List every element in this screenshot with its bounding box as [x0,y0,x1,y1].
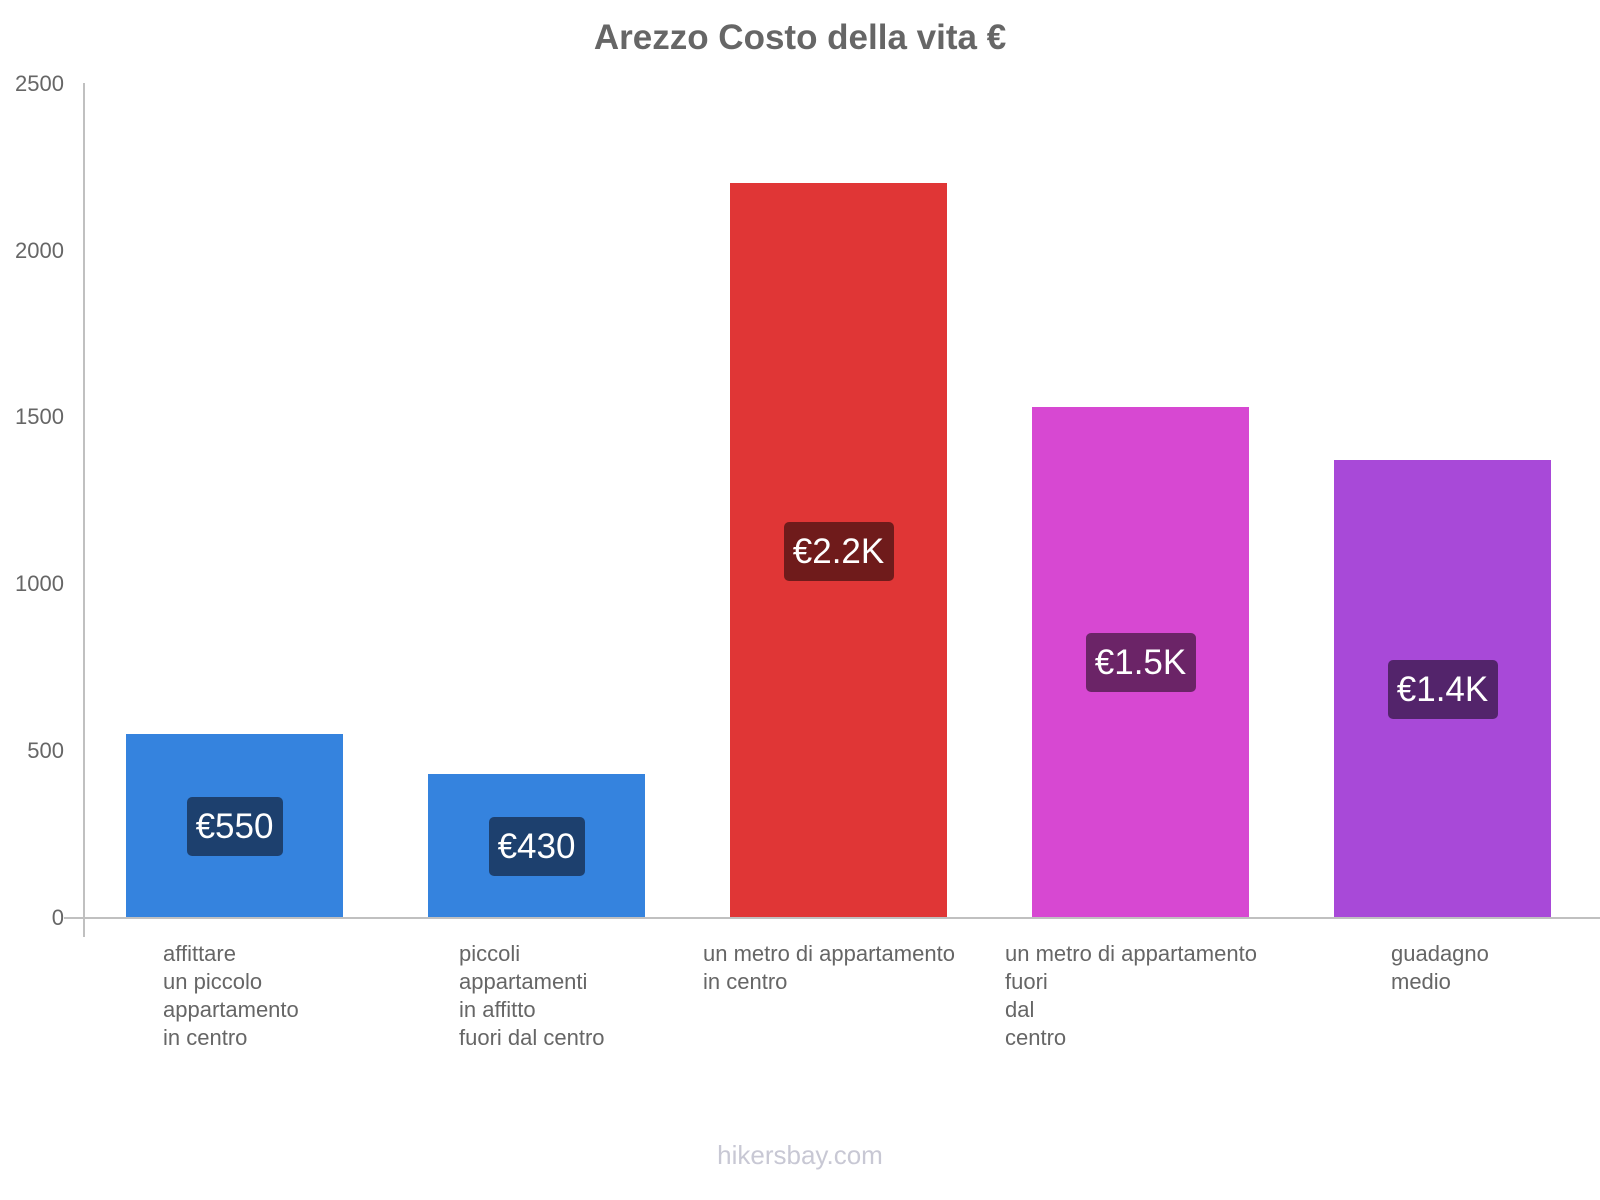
value-label-1: €550 [186,797,283,857]
chart-title: Arezzo Costo della vita € [593,18,1007,57]
y-tick-2500: 2500 [15,71,64,96]
x-label-5: guadagno medio [1391,941,1489,994]
x-label-4: un metro di appartamento fuori dal centr… [1005,941,1257,1050]
y-tick-2000: 2000 [15,238,64,263]
y-tick-500: 500 [27,738,64,763]
y-tick-1500: 1500 [15,404,64,429]
y-axis-line [83,83,85,937]
value-label-5: €1.4K [1387,660,1498,720]
value-label-4: €1.5K [1085,633,1196,693]
y-tick-0: 0 [51,905,64,930]
value-label-2: €430 [488,817,585,877]
x-label-2: piccoli appartamenti in affitto fuori da… [459,941,605,1050]
x-label-3: un metro di appartamento in centro [703,941,955,994]
value-label-3: €2.2K [783,521,894,581]
y-tick-1000: 1000 [15,571,64,596]
watermark: hikersbay.com [717,1140,883,1170]
x-label-1: affittare un piccolo appartamento in cen… [163,941,299,1050]
x-axis-line [64,917,1600,919]
